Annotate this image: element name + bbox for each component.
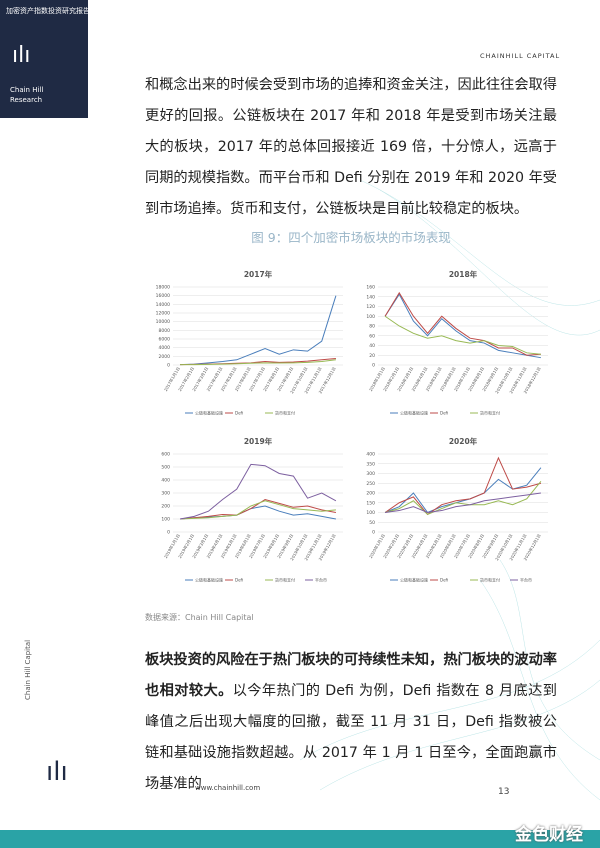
paragraph: 和概念出来的时候会受到市场的追捧和资金关注，因此往往会取得更好的回报。公链板块在…	[145, 77, 557, 217]
y-tick-label: 80	[369, 324, 375, 330]
y-tick-label: 40	[369, 343, 375, 349]
y-tick-label: 6000	[159, 337, 171, 343]
figure-caption: 图 9：四个加密市场板块的市场表现	[251, 230, 451, 245]
y-tick-label: 200	[161, 504, 170, 510]
legend-label: Defi	[235, 411, 244, 416]
chart-title: 2019年	[244, 436, 273, 446]
line	[384, 480, 542, 516]
y-tick-label: 20	[369, 353, 375, 359]
line	[179, 463, 337, 520]
legend-label: Defi	[235, 578, 244, 583]
y-tick-label: 250	[366, 481, 375, 487]
sidebar-block	[0, 0, 88, 118]
brand: Chain Hill	[10, 86, 44, 94]
y-tick-label: 0	[167, 530, 170, 536]
line	[180, 498, 337, 520]
y-tick-label: 140	[366, 294, 375, 300]
y-tick-label: 100	[161, 517, 170, 523]
line	[180, 505, 337, 520]
legend-label: 货币和支付	[275, 410, 295, 416]
y-tick-label: 120	[366, 304, 375, 310]
y-tick-label: 150	[366, 500, 375, 506]
y-tick-label: 12000	[156, 311, 170, 317]
y-tick-label: 160	[366, 285, 375, 291]
legend-label: 平台币	[520, 577, 532, 583]
watermark: 金色财经	[515, 825, 583, 845]
line	[180, 359, 336, 366]
legend-label: Defi	[440, 411, 449, 416]
y-tick-label: 400	[366, 452, 375, 458]
paragraph: 板块投资的风险在于热门板块的可持续性未知，热门板块的波动率也相对较大。以今年热门…	[145, 645, 557, 800]
legend-label: 公链和基础设施	[400, 410, 428, 416]
source: 数据来源：Chain Hill Capital	[145, 613, 254, 622]
legend-label: 平台币	[315, 577, 327, 583]
legend-label: 货币和支付	[275, 577, 295, 583]
y-tick-label: 10000	[156, 319, 170, 325]
line	[180, 500, 336, 520]
y-tick-label: 100	[366, 314, 375, 320]
y-tick-label: 200	[366, 491, 375, 497]
logo-bottom: ılı	[46, 757, 68, 787]
y-tick-label: 60	[369, 333, 375, 339]
lead: 板块投资的风险在于热门板块的可持续性未知，热门板块的波动率也相对较大。	[145, 652, 557, 699]
y-tick-label: 14000	[156, 302, 170, 308]
y-tick-label: 300	[161, 491, 170, 497]
y-tick-label: 18000	[156, 285, 170, 291]
chart-title: 2020年	[449, 436, 478, 446]
y-tick-label: 300	[366, 471, 375, 477]
page-number: 13	[498, 787, 510, 797]
line	[385, 492, 541, 514]
brand: Research	[10, 96, 43, 104]
chart-title: 2018年	[449, 269, 478, 279]
legend-label: 货币和支付	[480, 577, 500, 583]
y-tick-label: 600	[161, 452, 170, 458]
footer-strip	[0, 830, 600, 848]
legend-label: 公链和基础设施	[195, 410, 223, 416]
y-tick-label: 0	[167, 363, 170, 369]
y-tick-label: 50	[369, 520, 375, 526]
y-tick-label: 2000	[159, 354, 171, 360]
y-tick-label: 350	[366, 461, 375, 467]
line	[384, 293, 542, 359]
legend-label: Defi	[440, 578, 449, 583]
decor-waves	[299, 179, 600, 801]
logo: ılı	[12, 43, 30, 68]
y-tick-label: 500	[161, 465, 170, 471]
y-tick-label: 0	[372, 363, 375, 369]
y-tick-label: 100	[366, 510, 375, 516]
url: www.chainhill.com	[195, 784, 261, 792]
line	[384, 456, 542, 516]
line	[384, 315, 541, 355]
chart-title: 2017年	[244, 269, 273, 279]
y-tick-label: 0	[372, 530, 375, 536]
y-tick-label: 8000	[159, 328, 171, 334]
text: 以今年热门的 Defi 为例，Defi 指数在 8 月底达到峰值之后出现大幅度的…	[145, 683, 557, 792]
legend-label: 货币和支付	[480, 410, 500, 416]
y-tick-label: 400	[161, 478, 170, 484]
line	[180, 295, 337, 366]
legend-label: 公链和基础设施	[195, 577, 223, 583]
header-brand: CHAINHILL CAPITAL	[480, 52, 561, 60]
legend-label: 公链和基础设施	[400, 577, 428, 583]
y-tick-label: 4000	[159, 345, 171, 351]
line	[384, 291, 541, 356]
report-title: 加密资产指数投资研究报告	[6, 7, 90, 15]
y-tick-label: 16000	[156, 293, 170, 299]
